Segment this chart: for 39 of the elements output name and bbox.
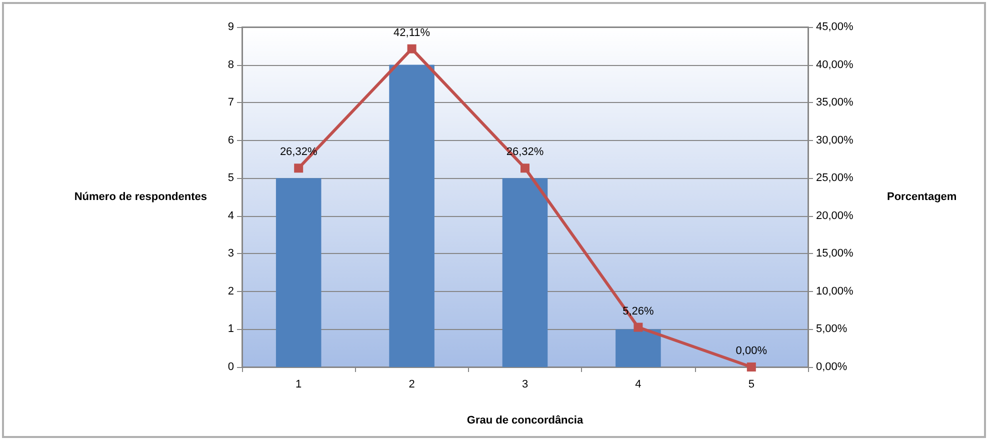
- bar: [389, 64, 434, 367]
- x-tick-label: 1: [296, 378, 302, 390]
- x-tick-label: 4: [635, 378, 642, 390]
- x-tick-label: 2: [408, 378, 415, 390]
- bar: [276, 178, 322, 367]
- y-tick-label: 1: [228, 323, 234, 336]
- data-label: 42,11%: [394, 26, 430, 39]
- data-label: 0,00%: [736, 345, 768, 357]
- y2-tick-label: 5,00%: [816, 323, 848, 336]
- y-tick-label: 5: [228, 172, 234, 184]
- point: [634, 322, 643, 332]
- point: [294, 164, 304, 173]
- y-tick-label: 7: [228, 96, 234, 109]
- point: [520, 164, 530, 173]
- bar: [502, 178, 548, 367]
- bar: [616, 329, 661, 367]
- y2-tick-label: 45,00%: [816, 21, 854, 33]
- y-tick-label: 0: [228, 361, 234, 373]
- point: [746, 362, 756, 372]
- y-axis-title: Número de respondentes: [74, 191, 207, 203]
- x-axis-title: Grau de concordância: [466, 414, 584, 426]
- y2-tick-label: 25,00%: [816, 172, 854, 184]
- y2-tick-label: 30,00%: [816, 134, 854, 146]
- y2-tick-label: 15,00%: [816, 248, 854, 260]
- point: [407, 44, 416, 54]
- y-tick-label: 6: [228, 134, 234, 146]
- y2-tick-label: 35,00%: [816, 96, 854, 109]
- y-tick-label: 9: [228, 21, 234, 33]
- y2-tick-label: 40,00%: [816, 58, 854, 71]
- y-tick-label: 2: [228, 285, 234, 298]
- y2-tick-label: 20,00%: [816, 210, 854, 222]
- y2-axis-title: Porcentagem: [887, 191, 957, 203]
- y-tick-label: 4: [228, 210, 234, 222]
- x-tick-label: 3: [522, 378, 528, 390]
- y-tick-label: 8: [228, 58, 234, 71]
- x-tick-label: 5: [748, 378, 754, 390]
- y2-tick-label: 10,00%: [816, 285, 854, 298]
- y2-tick-label: 0,00%: [816, 361, 848, 373]
- y-tick-label: 3: [228, 248, 234, 260]
